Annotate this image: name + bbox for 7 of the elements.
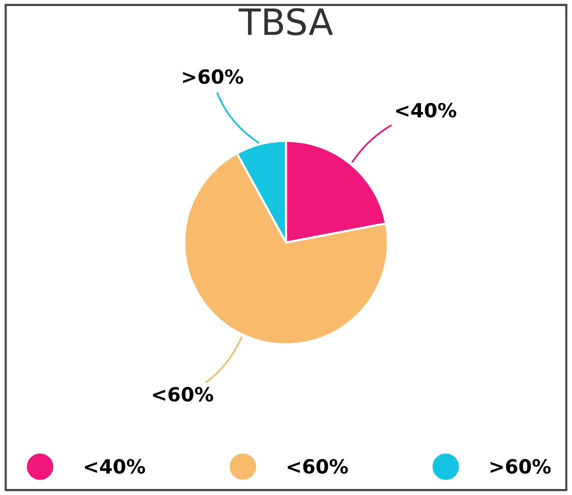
legend-label: <60% xyxy=(288,459,348,474)
slice-label: <60% xyxy=(153,386,214,402)
slice-label: >60% xyxy=(183,69,244,84)
legend-label: <40% xyxy=(84,459,146,474)
chart-title: TBSA xyxy=(238,8,333,36)
slice-label: <40% xyxy=(396,102,456,118)
legend-label: >60% xyxy=(490,459,551,474)
